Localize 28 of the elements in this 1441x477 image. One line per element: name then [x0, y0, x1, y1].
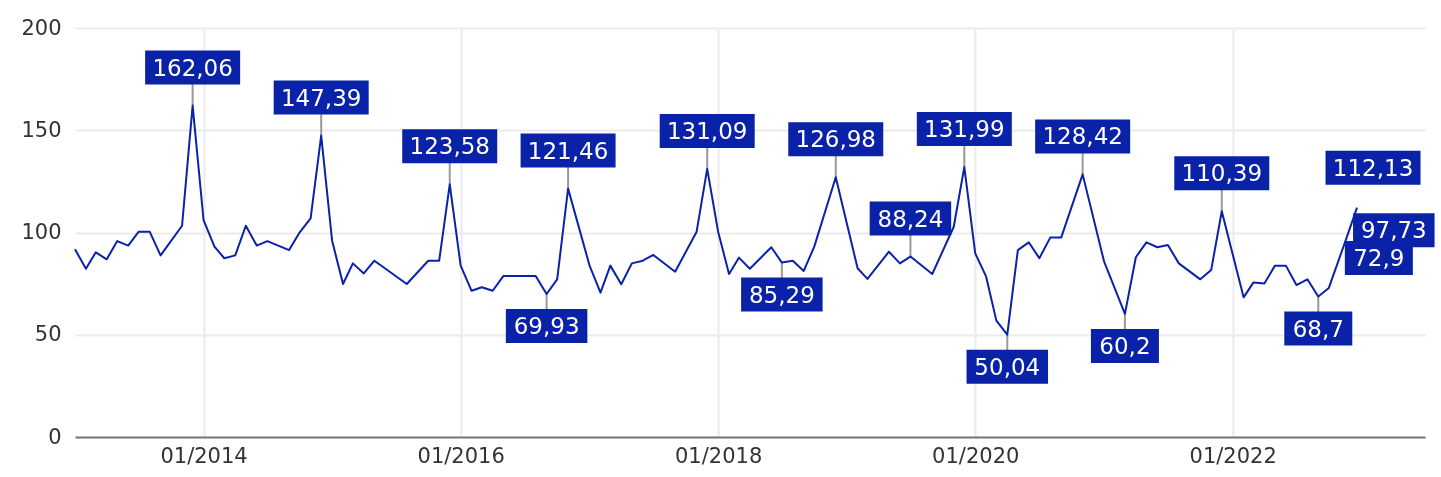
x-tick-label: 01/2014 [160, 443, 248, 468]
annotation: 128,42 [1042, 123, 1123, 150]
x-tick-label: 01/2022 [1189, 443, 1277, 468]
annotation: 131,09 [666, 117, 748, 144]
y-tick-label: 50 [34, 322, 62, 347]
annotation: 50,04 [974, 353, 1041, 380]
x-tick-label: 01/2018 [675, 443, 763, 468]
y-tick-label: 200 [21, 15, 62, 40]
annotation: 68,7 [1292, 315, 1344, 342]
annotation: 72,9 [1353, 244, 1405, 271]
annotation: 121,46 [527, 137, 609, 164]
annotation: 97,73 [1360, 217, 1427, 244]
annotation: 85,29 [748, 281, 815, 308]
y-tick-label: 0 [48, 424, 62, 449]
x-tick-label: 01/2020 [932, 443, 1020, 468]
annotation: 69,93 [513, 312, 580, 339]
y-tick-label: 150 [21, 117, 62, 142]
annotation: 123,58 [409, 133, 490, 160]
annotation: 88,24 [877, 205, 944, 232]
annotation: 162,06 [152, 54, 233, 81]
x-tick-label: 01/2016 [417, 443, 505, 468]
annotation: 126,98 [795, 126, 876, 153]
annotation: 60,2 [1099, 332, 1151, 359]
annotation: 147,39 [280, 84, 362, 111]
annotation: 131,99 [924, 116, 1005, 143]
annotation: 112,13 [1332, 154, 1414, 181]
y-tick-label: 100 [21, 220, 62, 244]
annotation: 110,39 [1181, 160, 1263, 187]
